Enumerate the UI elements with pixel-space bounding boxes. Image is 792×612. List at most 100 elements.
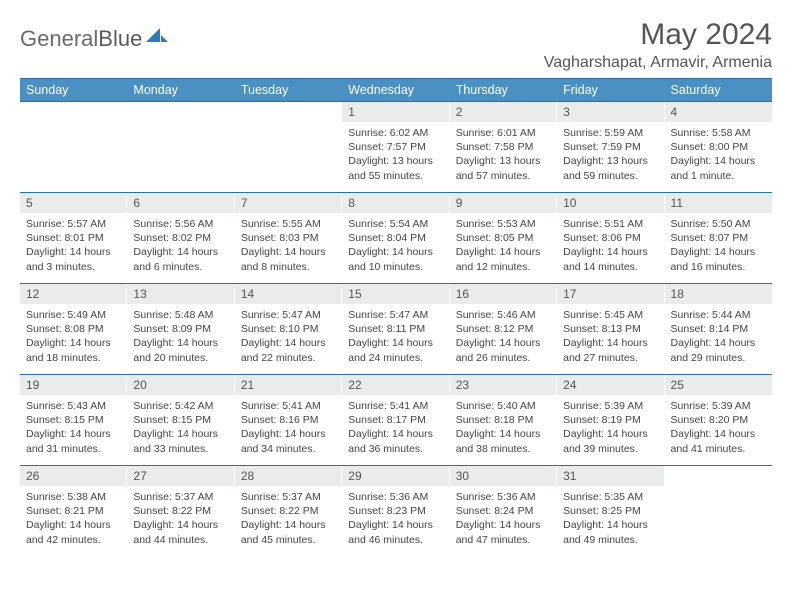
sunset-text: Sunset: 7:59 PM	[563, 140, 658, 154]
daylight-text: Daylight: 14 hours and 29 minutes.	[671, 336, 766, 364]
sunrise-text: Sunrise: 5:55 AM	[241, 217, 336, 231]
day-number: 10	[557, 193, 664, 213]
day-number: 27	[127, 466, 234, 486]
calendar-day: 28Sunrise: 5:37 AMSunset: 8:22 PMDayligh…	[235, 466, 342, 557]
day-number: 14	[235, 284, 342, 304]
brand-part1: General	[20, 26, 98, 51]
day-number	[665, 466, 772, 486]
sunset-text: Sunset: 8:25 PM	[563, 504, 658, 518]
calendar-week: 5Sunrise: 5:57 AMSunset: 8:01 PMDaylight…	[20, 193, 772, 284]
day-details: Sunrise: 5:39 AMSunset: 8:19 PMDaylight:…	[557, 395, 664, 458]
sunset-text: Sunset: 8:22 PM	[241, 504, 336, 518]
day-number: 8	[342, 193, 449, 213]
calendar-day: 10Sunrise: 5:51 AMSunset: 8:06 PMDayligh…	[557, 193, 664, 284]
calendar-day: 29Sunrise: 5:36 AMSunset: 8:23 PMDayligh…	[342, 466, 449, 557]
day-details: Sunrise: 6:02 AMSunset: 7:57 PMDaylight:…	[342, 122, 449, 185]
header: GeneralBlue May 2024 Vagharshapat, Armav…	[20, 18, 772, 72]
calendar-day: 14Sunrise: 5:47 AMSunset: 8:10 PMDayligh…	[235, 284, 342, 375]
sunrise-text: Sunrise: 5:44 AM	[671, 308, 766, 322]
day-number: 30	[450, 466, 557, 486]
daylight-text: Daylight: 14 hours and 20 minutes.	[133, 336, 228, 364]
day-number: 25	[665, 375, 772, 395]
calendar-table: SundayMondayTuesdayWednesdayThursdayFrid…	[20, 78, 772, 557]
calendar-day: 30Sunrise: 5:36 AMSunset: 8:24 PMDayligh…	[450, 466, 557, 557]
daylight-text: Daylight: 14 hours and 39 minutes.	[563, 427, 658, 455]
sunset-text: Sunset: 8:00 PM	[671, 140, 766, 154]
sunset-text: Sunset: 8:15 PM	[133, 413, 228, 427]
sunrise-text: Sunrise: 5:48 AM	[133, 308, 228, 322]
day-number: 5	[20, 193, 127, 213]
daylight-text: Daylight: 14 hours and 6 minutes.	[133, 245, 228, 273]
sunrise-text: Sunrise: 5:39 AM	[671, 399, 766, 413]
calendar-day: 15Sunrise: 5:47 AMSunset: 8:11 PMDayligh…	[342, 284, 449, 375]
day-details: Sunrise: 5:43 AMSunset: 8:15 PMDaylight:…	[20, 395, 127, 458]
day-number: 29	[342, 466, 449, 486]
daylight-text: Daylight: 14 hours and 27 minutes.	[563, 336, 658, 364]
sunset-text: Sunset: 8:22 PM	[133, 504, 228, 518]
day-details: Sunrise: 5:53 AMSunset: 8:05 PMDaylight:…	[450, 213, 557, 276]
sunrise-text: Sunrise: 5:36 AM	[348, 490, 443, 504]
daylight-text: Daylight: 13 hours and 59 minutes.	[563, 154, 658, 182]
daylight-text: Daylight: 14 hours and 24 minutes.	[348, 336, 443, 364]
location: Vagharshapat, Armavir, Armenia	[544, 54, 772, 72]
calendar-day: 2Sunrise: 6:01 AMSunset: 7:58 PMDaylight…	[450, 102, 557, 193]
sunrise-text: Sunrise: 5:49 AM	[26, 308, 121, 322]
calendar-day: 1Sunrise: 6:02 AMSunset: 7:57 PMDaylight…	[342, 102, 449, 193]
weekday-header-row: SundayMondayTuesdayWednesdayThursdayFrid…	[20, 79, 772, 102]
day-number: 12	[20, 284, 127, 304]
daylight-text: Daylight: 14 hours and 14 minutes.	[563, 245, 658, 273]
day-details: Sunrise: 5:45 AMSunset: 8:13 PMDaylight:…	[557, 304, 664, 367]
day-details: Sunrise: 5:40 AMSunset: 8:18 PMDaylight:…	[450, 395, 557, 458]
calendar-day: 4Sunrise: 5:58 AMSunset: 8:00 PMDaylight…	[665, 102, 772, 193]
daylight-text: Daylight: 14 hours and 42 minutes.	[26, 518, 121, 546]
calendar-week: 26Sunrise: 5:38 AMSunset: 8:21 PMDayligh…	[20, 466, 772, 557]
daylight-text: Daylight: 14 hours and 34 minutes.	[241, 427, 336, 455]
title-block: May 2024 Vagharshapat, Armavir, Armenia	[544, 18, 772, 72]
calendar-day: 16Sunrise: 5:46 AMSunset: 8:12 PMDayligh…	[450, 284, 557, 375]
calendar-day: 27Sunrise: 5:37 AMSunset: 8:22 PMDayligh…	[127, 466, 234, 557]
sunrise-text: Sunrise: 5:41 AM	[348, 399, 443, 413]
day-details: Sunrise: 5:59 AMSunset: 7:59 PMDaylight:…	[557, 122, 664, 185]
day-number: 28	[235, 466, 342, 486]
day-number: 18	[665, 284, 772, 304]
day-number: 9	[450, 193, 557, 213]
sunset-text: Sunset: 8:14 PM	[671, 322, 766, 336]
calendar-day: 6Sunrise: 5:56 AMSunset: 8:02 PMDaylight…	[127, 193, 234, 284]
day-details: Sunrise: 6:01 AMSunset: 7:58 PMDaylight:…	[450, 122, 557, 185]
calendar-day: 5Sunrise: 5:57 AMSunset: 8:01 PMDaylight…	[20, 193, 127, 284]
daylight-text: Daylight: 13 hours and 57 minutes.	[456, 154, 551, 182]
day-details: Sunrise: 5:50 AMSunset: 8:07 PMDaylight:…	[665, 213, 772, 276]
calendar-day: 26Sunrise: 5:38 AMSunset: 8:21 PMDayligh…	[20, 466, 127, 557]
day-number: 6	[127, 193, 234, 213]
day-number: 24	[557, 375, 664, 395]
day-details: Sunrise: 5:51 AMSunset: 8:06 PMDaylight:…	[557, 213, 664, 276]
sunset-text: Sunset: 8:17 PM	[348, 413, 443, 427]
sunrise-text: Sunrise: 6:02 AM	[348, 126, 443, 140]
day-number: 16	[450, 284, 557, 304]
day-details: Sunrise: 5:42 AMSunset: 8:15 PMDaylight:…	[127, 395, 234, 458]
day-details: Sunrise: 5:36 AMSunset: 8:24 PMDaylight:…	[450, 486, 557, 549]
day-details: Sunrise: 5:38 AMSunset: 8:21 PMDaylight:…	[20, 486, 127, 549]
sunrise-text: Sunrise: 5:59 AM	[563, 126, 658, 140]
sunrise-text: Sunrise: 5:42 AM	[133, 399, 228, 413]
sunrise-text: Sunrise: 5:39 AM	[563, 399, 658, 413]
sunset-text: Sunset: 8:06 PM	[563, 231, 658, 245]
daylight-text: Daylight: 14 hours and 3 minutes.	[26, 245, 121, 273]
daylight-text: Daylight: 13 hours and 55 minutes.	[348, 154, 443, 182]
sunset-text: Sunset: 7:58 PM	[456, 140, 551, 154]
sunrise-text: Sunrise: 5:57 AM	[26, 217, 121, 231]
day-details: Sunrise: 5:55 AMSunset: 8:03 PMDaylight:…	[235, 213, 342, 276]
calendar-day	[127, 102, 234, 193]
daylight-text: Daylight: 14 hours and 49 minutes.	[563, 518, 658, 546]
day-details: Sunrise: 5:37 AMSunset: 8:22 PMDaylight:…	[127, 486, 234, 549]
calendar-day	[665, 466, 772, 557]
sunrise-text: Sunrise: 5:58 AM	[671, 126, 766, 140]
day-details: Sunrise: 5:58 AMSunset: 8:00 PMDaylight:…	[665, 122, 772, 185]
daylight-text: Daylight: 14 hours and 33 minutes.	[133, 427, 228, 455]
sunrise-text: Sunrise: 5:37 AM	[133, 490, 228, 504]
day-number: 21	[235, 375, 342, 395]
day-details: Sunrise: 5:47 AMSunset: 8:10 PMDaylight:…	[235, 304, 342, 367]
calendar-day: 19Sunrise: 5:43 AMSunset: 8:15 PMDayligh…	[20, 375, 127, 466]
sunrise-text: Sunrise: 5:37 AM	[241, 490, 336, 504]
sunrise-text: Sunrise: 5:40 AM	[456, 399, 551, 413]
